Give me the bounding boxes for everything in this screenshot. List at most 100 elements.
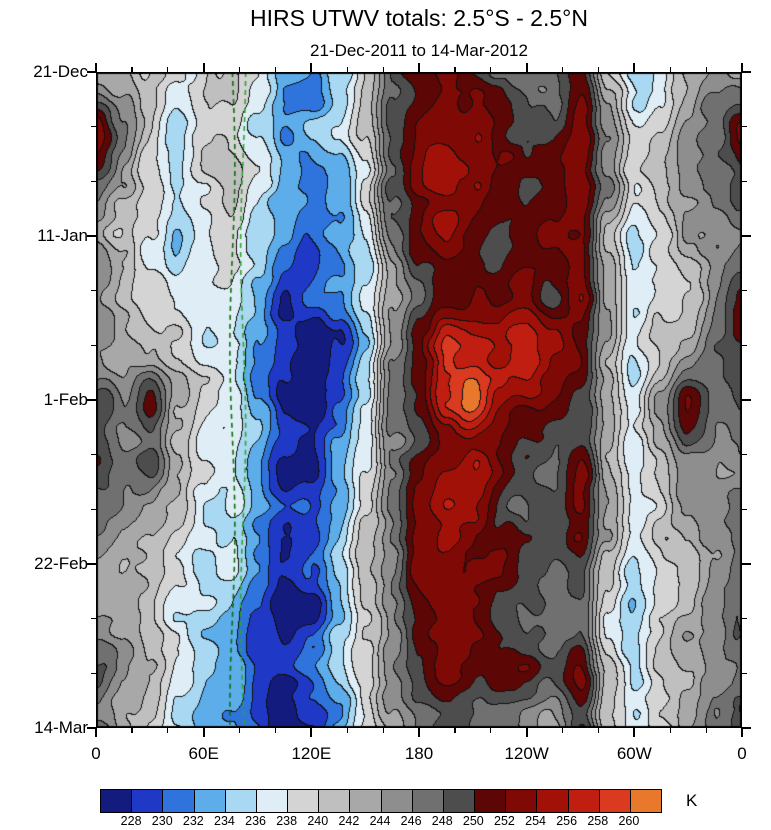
x-axis-top-major-tick xyxy=(95,63,97,72)
colorbar-tick-label: 244 xyxy=(369,814,391,828)
x-axis-top-major-tick xyxy=(202,63,205,72)
x-axis-tick-label: 0 xyxy=(91,744,101,763)
colorbar-cell xyxy=(442,790,475,812)
x-axis-major-tick xyxy=(95,728,97,737)
y-axis-right-major-tick xyxy=(742,563,751,565)
colorbar-tick-label: 232 xyxy=(182,814,204,828)
x-axis-minor-tick xyxy=(490,728,492,733)
x-axis-top-major-tick xyxy=(310,63,313,72)
colorbar-tick-label: 230 xyxy=(151,814,173,828)
x-axis-top-minor-tick xyxy=(490,67,492,72)
x-axis-minor-tick xyxy=(274,728,277,733)
colorbar-cell xyxy=(380,790,412,812)
y-axis-minor-tick xyxy=(91,672,96,675)
x-axis-top-minor-tick xyxy=(705,67,707,72)
x-axis-minor-tick xyxy=(669,728,671,733)
colorbar-cell xyxy=(411,790,443,812)
x-axis-top-minor-tick xyxy=(167,67,169,72)
x-axis-minor-tick xyxy=(382,728,384,733)
colorbar-cell xyxy=(598,790,630,812)
x-axis-tick-label: 180 xyxy=(404,744,434,763)
x-axis-top-major-tick xyxy=(418,63,420,72)
colorbar-tick-label: 256 xyxy=(556,814,578,828)
x-axis-tick-label: 120W xyxy=(504,744,549,763)
colorbar-tick-label: 252 xyxy=(494,814,515,828)
y-axis-right-minor-tick xyxy=(742,672,747,675)
colorbar xyxy=(100,789,662,813)
y-axis-minor-tick xyxy=(91,508,96,511)
y-axis-major-tick xyxy=(87,727,96,729)
x-axis-top-minor-tick xyxy=(454,67,456,72)
x-axis-major-tick xyxy=(525,728,528,737)
colorbar-cell xyxy=(629,790,662,812)
y-axis-tick-label: 21-Dec xyxy=(33,62,88,81)
x-axis-top-minor-tick xyxy=(131,67,133,72)
y-axis-tick-label: 1-Feb xyxy=(43,390,88,409)
y-axis-right-minor-tick xyxy=(742,180,747,183)
heatmap-canvas xyxy=(96,72,742,728)
x-axis-minor-tick xyxy=(131,728,133,733)
y-axis-major-tick xyxy=(87,235,96,237)
x-axis-top-major-tick xyxy=(525,63,528,72)
x-axis-tick-label: 120E xyxy=(291,744,332,763)
y-axis-tick-label: 22-Feb xyxy=(34,554,88,573)
colorbar-cell xyxy=(131,790,163,812)
colorbar-cell xyxy=(349,790,381,812)
x-axis-major-tick xyxy=(418,728,420,737)
x-axis-major-tick xyxy=(741,728,743,737)
x-axis-top-major-tick xyxy=(741,63,743,72)
colorbar-unit-label: K xyxy=(686,791,698,810)
y-axis-right-minor-tick xyxy=(742,508,747,511)
y-axis-right-minor-tick xyxy=(742,454,747,456)
y-axis-right-minor-tick xyxy=(742,618,747,620)
y-axis-right-minor-tick xyxy=(742,290,747,292)
colorbar-tick-label: 250 xyxy=(462,814,484,828)
colorbar-tick-label: 254 xyxy=(525,814,546,828)
y-axis-tick-label: 11-Jan xyxy=(37,226,88,245)
x-axis-tick-label: 60W xyxy=(616,744,652,763)
colorbar-tick-label: 234 xyxy=(214,814,235,828)
y-axis-right-major-tick xyxy=(742,71,751,73)
x-axis-minor-tick xyxy=(562,728,564,733)
x-axis-top-minor-tick xyxy=(239,67,241,72)
x-axis-minor-tick xyxy=(346,728,348,733)
x-axis-minor-tick xyxy=(454,728,456,733)
y-axis-right-major-tick xyxy=(742,727,751,729)
chart-subtitle: 21-Dec-2011 to 14-Mar-2012 xyxy=(310,41,528,60)
colorbar-cell xyxy=(101,790,132,812)
colorbar-tick-label: 238 xyxy=(276,814,298,828)
y-axis-right-minor-tick xyxy=(742,344,747,347)
x-axis-major-tick xyxy=(202,728,205,737)
y-axis-minor-tick xyxy=(91,126,96,128)
x-axis-minor-tick xyxy=(705,728,707,733)
y-axis-minor-tick xyxy=(91,180,96,183)
y-axis-major-tick xyxy=(87,563,96,565)
x-axis-top-minor-tick xyxy=(382,67,384,72)
x-axis-minor-tick xyxy=(239,728,241,733)
y-axis-right-major-tick xyxy=(742,399,751,401)
colorbar-tick-label: 248 xyxy=(431,814,453,828)
x-axis-top-minor-tick xyxy=(562,67,564,72)
colorbar-cell xyxy=(224,790,256,812)
colorbar-cell xyxy=(193,790,225,812)
colorbar-tick-label: 236 xyxy=(245,814,266,828)
colorbar-cell xyxy=(567,790,599,812)
colorbar-tick-label: 242 xyxy=(338,814,360,828)
y-axis-minor-tick xyxy=(91,344,96,347)
colorbar-tick-label: 258 xyxy=(587,814,609,828)
x-axis-major-tick xyxy=(633,728,636,737)
colorbar-tick-label: 240 xyxy=(307,814,329,828)
x-axis-major-tick xyxy=(310,728,313,737)
y-axis-tick-label: 14-Mar xyxy=(34,718,88,737)
y-axis-right-minor-tick xyxy=(742,126,747,128)
colorbar-cell xyxy=(318,790,350,812)
colorbar-cell xyxy=(474,790,506,812)
colorbar-tick-label: 228 xyxy=(120,814,142,828)
colorbar-cell xyxy=(505,790,537,812)
y-axis-minor-tick xyxy=(91,290,96,292)
y-axis-minor-tick xyxy=(91,618,96,620)
y-axis-right-major-tick xyxy=(742,235,751,237)
x-axis-tick-label: 60E xyxy=(188,744,219,763)
colorbar-cell xyxy=(287,790,319,812)
